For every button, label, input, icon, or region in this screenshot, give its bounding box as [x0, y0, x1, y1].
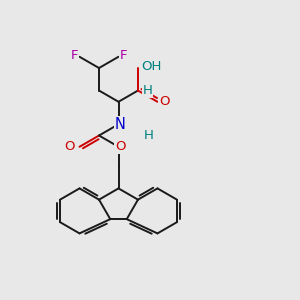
Text: O: O [159, 95, 169, 108]
Text: H: H [142, 84, 152, 97]
Text: N: N [115, 117, 125, 132]
Text: O: O [64, 140, 75, 153]
Text: H: H [143, 129, 153, 142]
Text: OH: OH [141, 60, 161, 73]
Text: F: F [70, 49, 78, 62]
Text: O: O [115, 140, 125, 153]
Text: F: F [120, 49, 128, 62]
